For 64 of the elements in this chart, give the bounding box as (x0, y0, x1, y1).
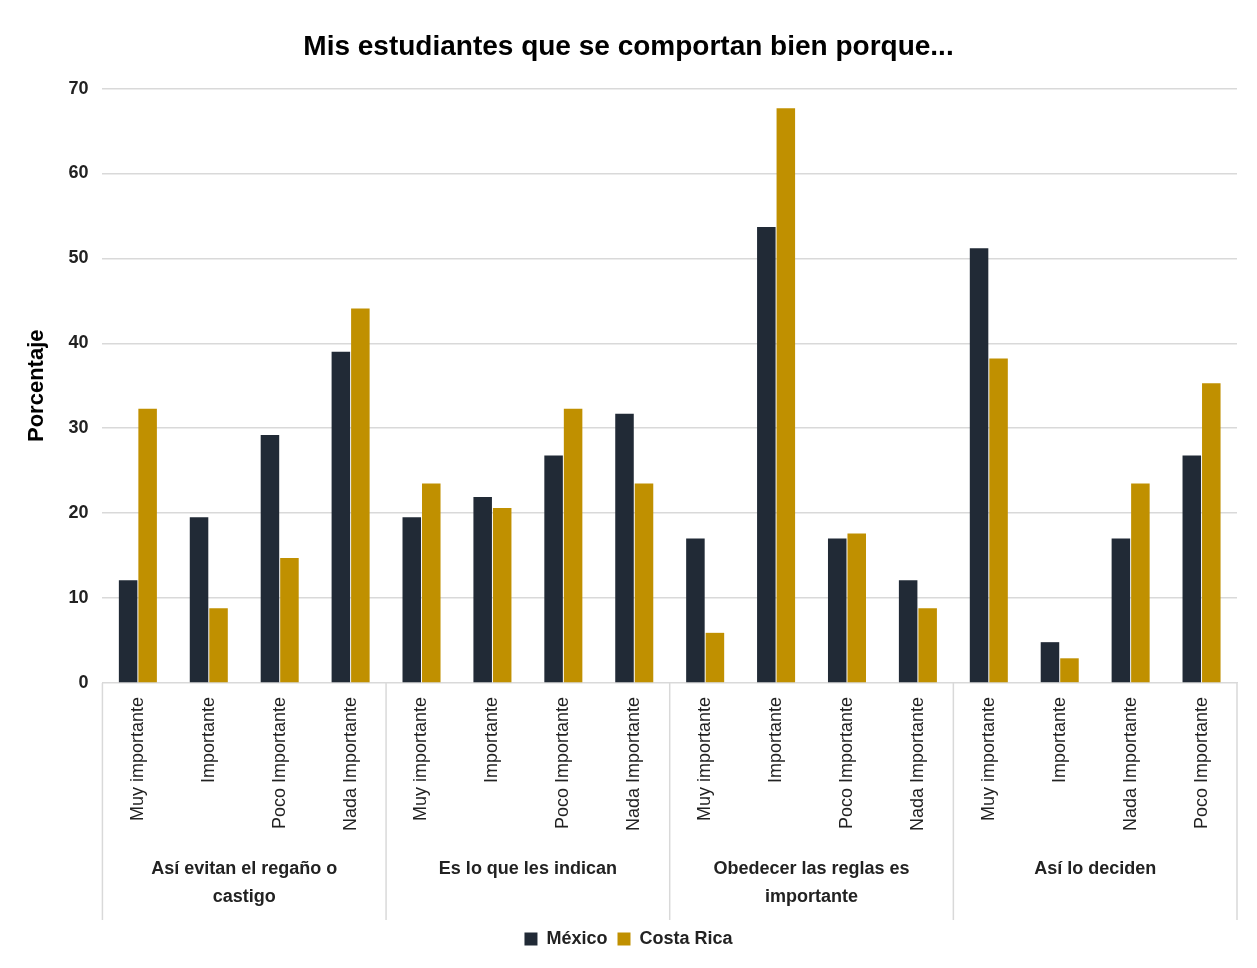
bar (563, 408, 583, 683)
bar (776, 108, 796, 683)
y-tick-label: 40 (68, 332, 89, 353)
bar (138, 408, 157, 683)
bar (118, 580, 138, 683)
x-tick-label: Muy importante (410, 696, 431, 821)
bar (331, 351, 351, 683)
x-tick-label: Nada Importante (339, 696, 360, 831)
bar (402, 517, 422, 683)
text: Así evitan el regaño o castigo (151, 857, 338, 906)
x-tick-label: Importante (481, 696, 502, 783)
bar (757, 226, 776, 683)
bar (492, 508, 512, 683)
bar (1182, 455, 1202, 683)
chart-title: Mis estudiantes que se comportan bien porque... (303, 29, 954, 61)
y-axis-title: Porcentaje (23, 329, 49, 443)
x-tick-label: Muy importante (694, 696, 715, 821)
bar (544, 455, 563, 683)
y-tick-label: 10 (68, 586, 89, 607)
bar (189, 517, 209, 683)
text: Es lo que les indican (438, 857, 617, 878)
bar (634, 483, 654, 683)
bar (422, 483, 441, 683)
text: Así lo deciden (1034, 857, 1157, 878)
bar (847, 533, 866, 683)
x-tick-label: Importante (197, 696, 218, 783)
legend-label: México (546, 927, 608, 948)
y-tick-label: 50 (68, 247, 89, 268)
bar (260, 435, 280, 683)
bar (280, 558, 299, 683)
bar (989, 358, 1008, 683)
legend-label: Costa Rica (639, 927, 734, 948)
x-tick-label: Poco Importante (835, 696, 856, 829)
bar (1060, 658, 1079, 683)
bar (351, 308, 370, 683)
y-tick-label: 60 (68, 162, 89, 183)
text: Obedecer las reglas es importante (713, 857, 910, 906)
x-tick-label: Poco Importante (268, 696, 289, 829)
bar (473, 496, 492, 683)
bar (209, 608, 228, 683)
bar (898, 580, 918, 683)
x-tick-label: Poco Importante (1190, 696, 1211, 829)
x-tick-label: Nada Importante (1119, 696, 1140, 831)
bar (705, 632, 725, 683)
bar (1040, 642, 1060, 683)
x-tick-label: Nada Importante (906, 696, 927, 831)
bar (1202, 383, 1221, 683)
x-tick-label: Muy importante (126, 696, 147, 821)
bar (615, 413, 634, 683)
x-tick-label: Importante (1048, 696, 1069, 783)
x-tick-label: Nada Importante (623, 696, 644, 831)
bar (969, 248, 989, 683)
bar (827, 538, 847, 683)
x-tick-label: Poco Importante (552, 696, 573, 829)
y-tick-label: 20 (68, 502, 89, 523)
y-tick-label: 30 (68, 417, 89, 438)
bar (918, 608, 937, 683)
bar (686, 538, 705, 683)
x-tick-label: Muy importante (977, 696, 998, 821)
y-tick-label: 70 (68, 77, 89, 98)
y-tick-label: 0 (78, 671, 89, 692)
bar (1111, 538, 1131, 683)
x-tick-label: Importante (765, 696, 786, 783)
bar (1131, 483, 1150, 683)
